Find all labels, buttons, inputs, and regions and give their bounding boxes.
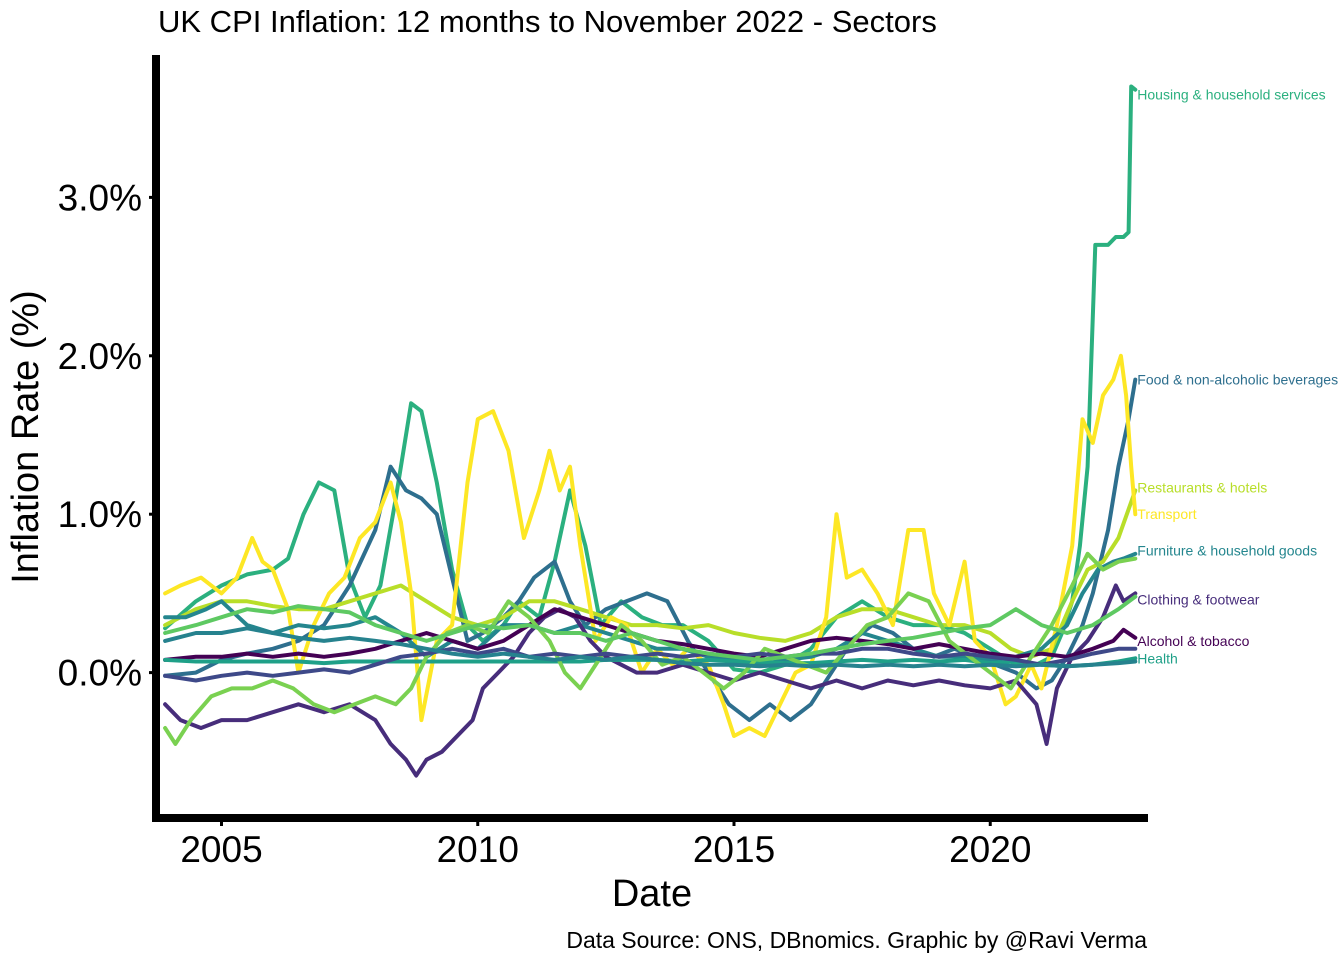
series-line-clothing-footwear [163,583,1138,778]
series-end-label: Restaurants & hotels [1137,479,1267,495]
series-line-food-non-alcoholic-beverages [163,377,1138,723]
end-label-layer: Housing & household services Food & non-a… [1137,86,1338,666]
series-end-label: Transport [1137,506,1197,522]
chart-title: UK CPI Inflation: 12 months to November … [158,4,937,39]
series-line-restaurants-hotels [163,488,1138,659]
series-layer [163,84,1138,778]
x-axis-title: Date [612,873,692,915]
y-tick-label: 3.0% [58,177,142,218]
series-end-label: Clothing & footwear [1137,592,1260,608]
y-ticks: 0.0% 1.0% 2.0% 3.0% [58,177,156,694]
series-line-transport [163,353,1138,738]
series-line-communication [163,551,1138,746]
y-tick-label: 1.0% [58,494,142,535]
x-tick-label: 2005 [180,829,262,870]
series-line-miscellaneous-goods-services [163,594,1138,662]
y-tick-label: 2.0% [58,336,142,377]
series-end-label: Alcohol & tobacco [1137,633,1249,649]
x-tick-label: 2020 [949,829,1031,870]
series-line-housing-household-services [163,84,1138,675]
series-end-label: Furniture & household goods [1137,543,1317,559]
series-end-label: Food & non-alcoholic beverages [1137,372,1338,388]
x-tick-label: 2010 [437,829,519,870]
caption: Data Source: ONS, DBnomics. Graphic by @… [566,927,1147,953]
series-end-label: Health [1137,650,1177,666]
series-line-education [163,626,1138,669]
series-line-recreation-culture [163,646,1138,683]
x-tick-label: 2015 [693,829,775,870]
x-ticks: 2005 2010 2015 2020 [180,818,1031,870]
series-line-alcohol-tobacco [163,607,1138,662]
y-axis-title: Inflation Rate (%) [5,290,47,584]
y-tick-label: 0.0% [58,653,142,694]
series-end-label: Housing & household services [1137,86,1325,102]
